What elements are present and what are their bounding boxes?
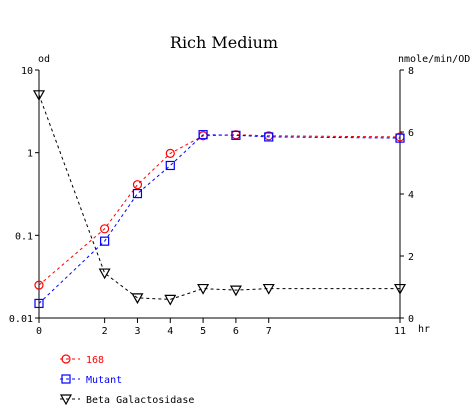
legend: 168 Mutant Beta Galactosidase	[59, 354, 194, 405]
data-point	[262, 283, 275, 295]
data-point	[131, 293, 144, 305]
y-left-tick-label: 10	[21, 66, 33, 77]
legend-marker	[61, 374, 71, 384]
data-point	[198, 130, 208, 140]
legend-label: Beta Galactosidase	[86, 395, 194, 405]
x-tick-label: 6	[233, 326, 239, 337]
data-point	[165, 148, 175, 158]
x-axis-unit-label: hr	[418, 324, 430, 335]
x-tick-label: 4	[167, 326, 173, 337]
data-point	[32, 90, 46, 102]
x-tick-label: 7	[266, 326, 272, 337]
data-point	[197, 283, 210, 295]
x-tick-label: 0	[36, 326, 42, 337]
data-point	[165, 160, 175, 171]
data-point	[264, 132, 274, 142]
y-right-tick-label: 6	[408, 128, 414, 139]
data-point	[231, 130, 241, 140]
data-point	[395, 133, 405, 143]
data-point	[132, 188, 143, 199]
data-point	[34, 298, 44, 309]
x-tick-label: 3	[134, 326, 140, 337]
legend-label: Mutant	[86, 375, 122, 386]
y-right-tick-label: 8	[408, 66, 414, 77]
legend-marker	[59, 394, 73, 405]
data-point	[393, 283, 407, 295]
y-left-tick-label: 0.01	[9, 314, 33, 325]
data-point	[34, 280, 44, 290]
x-tick-label: 11	[394, 326, 406, 337]
data-point	[132, 180, 143, 190]
data-point	[98, 268, 111, 280]
y-right-tick-label: 4	[408, 190, 414, 201]
x-tick-label: 5	[200, 326, 206, 337]
y-right-tick-label: 2	[408, 252, 414, 263]
series-line-3	[38, 94, 400, 300]
series-line-2	[38, 134, 401, 304]
legend-marker	[61, 354, 71, 364]
y-left-tick-label: 0.1	[15, 231, 33, 242]
chart-title: Rich Medium	[170, 33, 278, 52]
data-point	[100, 224, 110, 234]
data-point	[229, 285, 242, 297]
y-left-axis-label: od	[38, 54, 50, 65]
axis-ticks: 0 2 3 4 5 6 7 11 0.01 0.1 1 10 0 2 4 6 8	[9, 66, 414, 337]
series-line-1	[38, 134, 401, 286]
y-right-tick-label: 0	[408, 314, 414, 325]
data-point	[100, 236, 110, 246]
legend-label: 168	[86, 355, 104, 366]
y-right-axis-label: nmole/min/OD	[398, 54, 470, 65]
x-tick-label: 2	[102, 326, 108, 337]
y-left-tick-label: 1	[27, 149, 33, 160]
series-layer	[32, 90, 407, 309]
data-point	[164, 294, 177, 306]
